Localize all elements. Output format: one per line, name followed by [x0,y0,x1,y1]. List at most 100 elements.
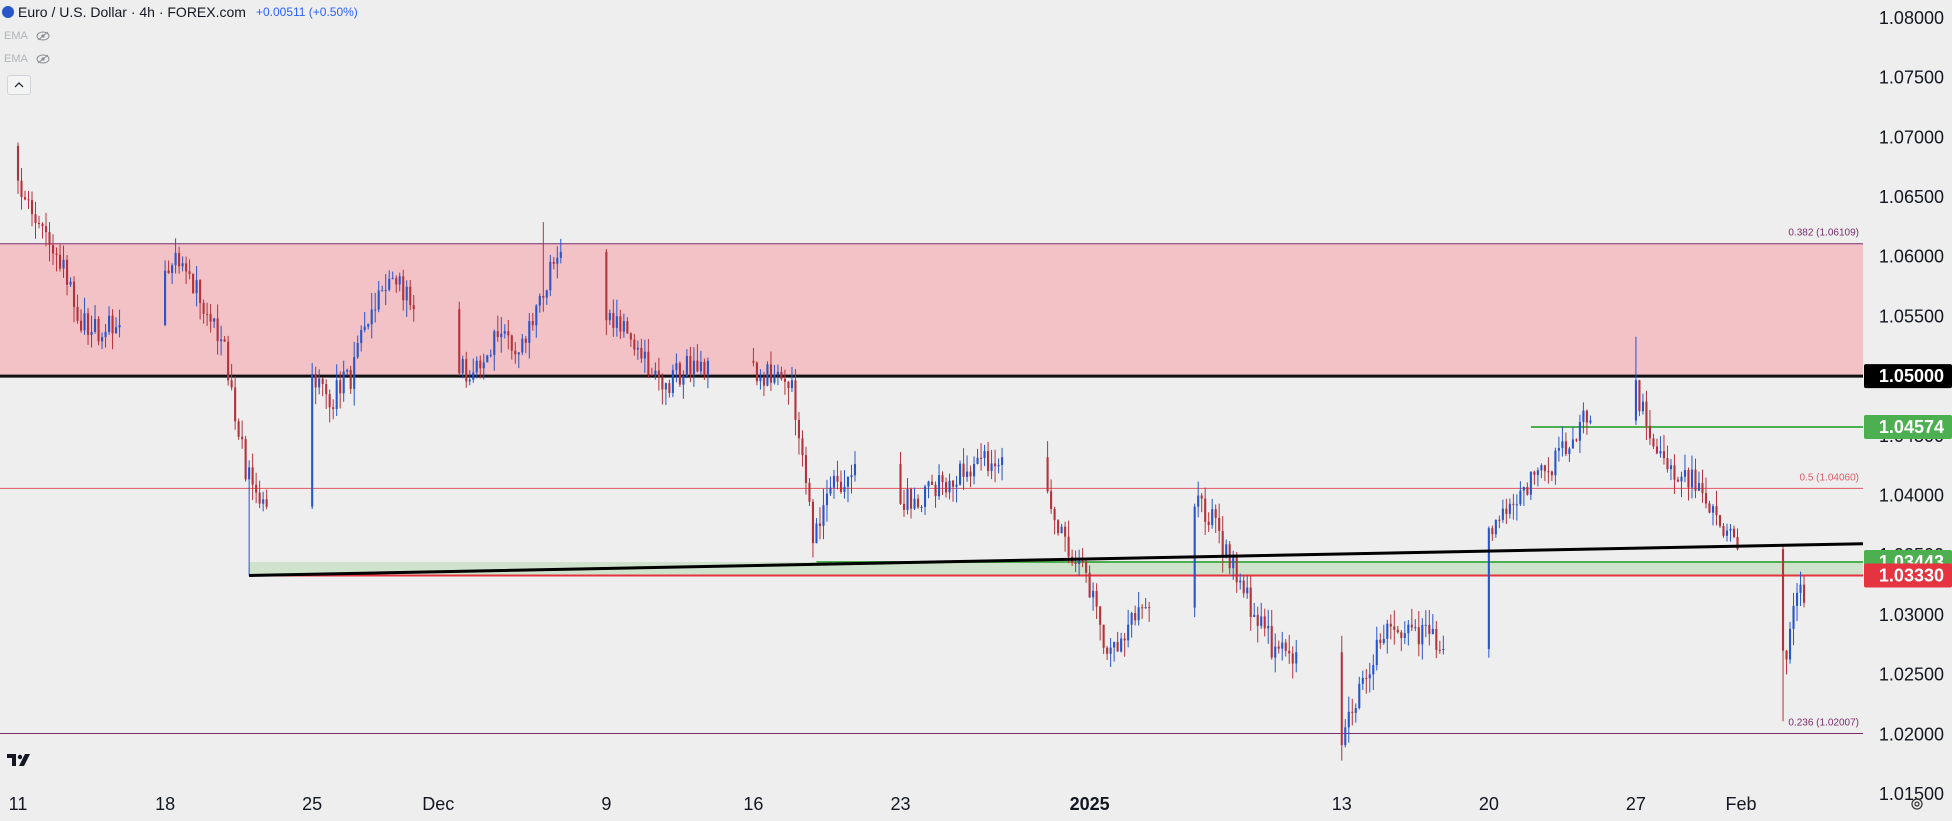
candle-body [787,381,790,389]
candle-body [1218,517,1221,531]
candle-body [86,313,90,335]
candle-body [951,480,955,487]
candle-body [531,321,534,326]
candle-body [1060,526,1063,534]
candle-body [27,199,30,201]
candle-body [104,331,107,338]
indicator-row-1[interactable]: EMA [4,28,50,44]
candle-body [955,484,958,487]
candle-body [997,465,1000,467]
collapse-indicators-button[interactable] [7,75,31,95]
candle-body [475,360,478,373]
x-tick-label: 27 [1626,794,1646,814]
fib-label: 0.382 (1.06109) [1788,228,1859,239]
candle-body [72,281,76,308]
candle-body [1295,652,1298,664]
candle-body [1431,628,1434,635]
candle-body [1421,625,1424,645]
price-label: 1.04574 [1879,417,1944,437]
indicator-row-2[interactable]: EMA [4,51,50,67]
candle-body [412,305,415,310]
candle-body [325,383,328,395]
candle-body [237,421,240,437]
candle-body [1501,508,1504,520]
candle-body [367,324,370,327]
candle-body [1120,638,1123,652]
candle-body [1085,561,1088,573]
candle-body [1701,483,1704,494]
candle-body [1533,471,1536,475]
candle-body [780,371,783,379]
candle-body [1659,451,1662,454]
candle-body [776,371,779,375]
candle-body [1666,458,1669,470]
candle-body [783,378,786,382]
tradingview-logo[interactable] [7,752,37,768]
candle-body [220,339,223,342]
candle-body [1284,642,1287,651]
candle-body [48,232,51,246]
settings-icon[interactable] [1910,797,1924,811]
candle-body [1046,457,1049,492]
candle-body [1116,641,1119,652]
candle-body [241,436,244,440]
candle-body [797,419,801,439]
candle-body [1491,528,1494,535]
chevron-up-icon [14,82,24,88]
candle-body [1375,639,1378,666]
eye-crossed-icon[interactable] [36,31,50,41]
candle-body [181,263,184,267]
candle-body [1648,425,1651,439]
y-tick-label: 1.06000 [1879,247,1944,267]
symbol-header[interactable]: Euro / U.S. Dollar · 4h · FOREX.com +0.0… [0,3,358,21]
candle-body [1092,590,1095,598]
indicator-label: EMA [4,30,28,42]
candle-body [1711,506,1715,513]
candle-body [353,357,356,389]
candle-body [1274,646,1277,658]
y-tick-label: 1.07500 [1879,68,1944,88]
candle-body [811,501,815,544]
candle-body [482,362,485,369]
candle-body [944,482,948,493]
candle-body [360,330,363,344]
candle-body [1246,587,1249,594]
candles [16,142,1806,761]
candle-body [1725,530,1729,536]
candle-body [346,369,349,372]
candle-body [1785,650,1788,660]
candle-body [1053,508,1056,521]
candle-body [1589,420,1592,423]
candle-body [167,270,170,274]
candle-body [111,315,114,334]
candle-body [958,463,962,485]
y-tick-label: 1.07000 [1879,127,1944,147]
candle-body [549,261,552,291]
candle-body [1540,465,1543,471]
x-tick-label: 9 [601,794,611,814]
candle-body [1137,607,1140,621]
symbol-title[interactable]: Euro / U.S. Dollar · 4h · FOREX.com [18,4,246,20]
x-tick-label: 23 [890,794,910,814]
candle-body [1417,627,1420,645]
candle-body [1729,528,1732,531]
candle-body [517,352,520,355]
candle-body [605,251,608,321]
candle-body [1379,639,1382,643]
candle-body [472,372,475,380]
candle-body [1081,560,1084,562]
candle-body [790,380,793,389]
candle-body [1515,504,1518,506]
candle-body [1235,556,1238,583]
candle-body [1347,711,1350,728]
candle-body [1435,628,1438,650]
candle-body [699,361,702,372]
eye-crossed-icon[interactable] [36,54,50,64]
candle-body [1561,441,1564,448]
candle-body [251,467,254,485]
candle-body [909,489,913,509]
candle-body [1134,612,1137,621]
candle-body [1407,624,1410,634]
